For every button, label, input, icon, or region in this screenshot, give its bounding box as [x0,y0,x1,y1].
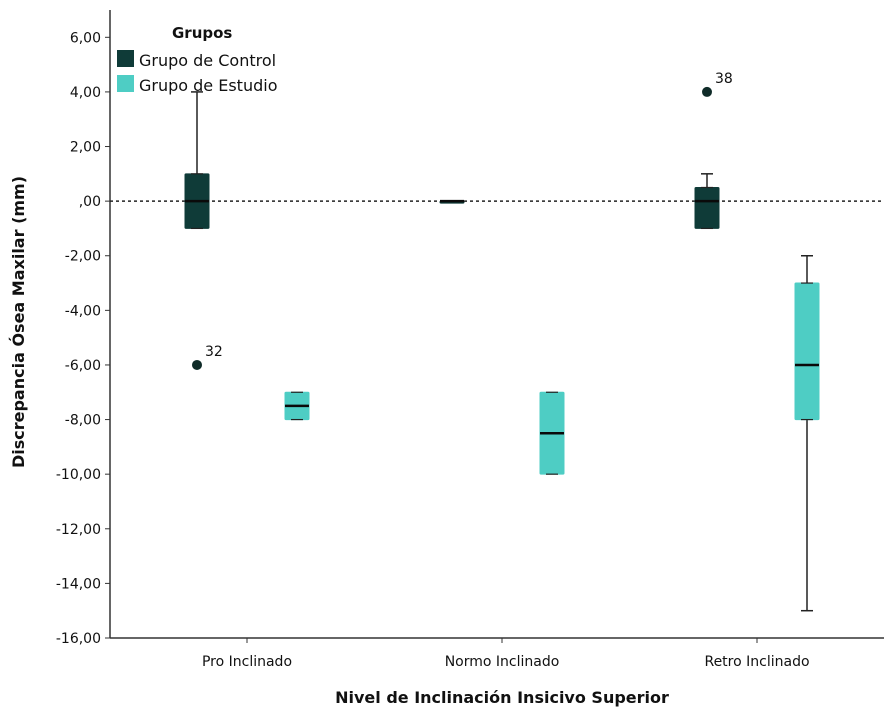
y-tick-label: -8,00 [65,413,101,429]
box-1-0 [284,391,310,421]
y-tick-label: 2,00 [70,140,101,156]
y-tick-label: 4,00 [70,85,101,101]
legend: Grupos Grupo de Control Grupo de Estudio [117,24,277,95]
boxes-layer: 32 38 [184,71,820,612]
x-axis-title: Nivel de Inclinación Insicivo Superior [335,688,669,707]
x-tick-label: Pro Inclinado [202,654,292,670]
outlier-point [702,86,712,97]
y-tick-label: -12,00 [56,522,101,538]
box-body [794,282,820,421]
y-tick-label: -2,00 [65,249,101,265]
y-tick-label: -4,00 [65,303,101,319]
legend-swatch-estudio [117,75,134,92]
outlier-label: 38 [715,71,733,87]
tick-labels: 6,00 4,00 2,00 ,00 -2,00 -4,00 -6,00 -8,00 -10,0… [56,30,810,670]
outlier-label: 32 [205,344,223,360]
box-body [694,186,720,229]
box-0-0: 32 [184,91,223,370]
legend-swatch-control [117,50,134,67]
y-axis-title: Discrepancia Ósea Maxilar (mm) [9,176,28,468]
box-0-2: 38 [694,71,733,230]
legend-label-control: Grupo de Control [139,51,276,70]
box-1-1 [539,391,565,475]
y-tick-label: -10,00 [56,467,101,483]
legend-label-estudio: Grupo de Estudio [139,76,277,95]
legend-title: Grupos [172,24,232,42]
box-0-1 [439,199,465,204]
outlier-point [192,359,202,370]
axes [105,10,884,643]
y-tick-label: -16,00 [56,631,101,647]
box-1-2 [794,254,820,612]
x-tick-label: Normo Inclinado [445,654,560,670]
y-tick-label: -6,00 [65,358,101,374]
x-tick-label: Retro Inclinado [704,654,809,670]
y-tick-label: -14,00 [56,576,101,592]
y-tick-label: ,00 [79,194,101,210]
y-tick-label: 6,00 [70,30,101,46]
